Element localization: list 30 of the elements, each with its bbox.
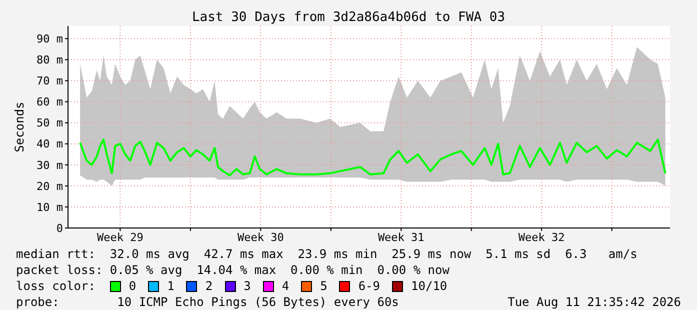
y-tick-label: 50 m xyxy=(36,116,64,130)
legend-label: 4 xyxy=(282,278,290,294)
line-series xyxy=(79,138,666,176)
legend-label: 2 xyxy=(205,278,213,294)
y-tick-label: 90 m xyxy=(36,32,64,46)
legend-label: 10/10 xyxy=(411,278,448,294)
x-tick-label: Week 30 xyxy=(237,230,284,244)
legend-label: 3 xyxy=(244,278,251,294)
y-tick-label: 10 m xyxy=(36,200,64,214)
legend-label: 1 xyxy=(167,278,174,294)
y-tick-label: 70 m xyxy=(36,74,64,88)
y-tick-label: 60 m xyxy=(36,96,64,109)
y-tick-label: 20 m xyxy=(36,180,64,193)
x-tick-label: Week 31 xyxy=(378,230,424,244)
y-tick-label: 40 m xyxy=(36,138,64,151)
text: packet loss: 0.05 % avg 14.04 % max 0.00 % min 0.00 % now xyxy=(16,262,450,278)
legend-title: loss color: xyxy=(16,278,96,294)
chart-title: Last 30 Days from 3d2a86a4b06d to FWA 03 xyxy=(190,10,506,25)
x-tick-label: Week 32 xyxy=(518,230,565,244)
y-tick-label: 80 m xyxy=(36,54,64,67)
text: probe: 10 ICMP Echo Pings (56 Bytes) every 60s xyxy=(16,294,399,310)
legend-label: 5 xyxy=(320,278,328,294)
text: median rtt: 32.0 ms avg 42.7 ms max 23.9 ms min 25.9 ms now 5.1 ms sd 6.3 am/s xyxy=(16,246,638,262)
legend-label: 6-9 xyxy=(358,278,380,294)
x-tick-label: Week 29 xyxy=(97,230,144,244)
text: Tue Aug 11 21:35:42 2026 xyxy=(508,294,681,310)
y-axis-title: Seconds xyxy=(12,102,26,152)
y-tick-label: 0 xyxy=(56,222,63,235)
legend-label: 0 xyxy=(128,278,136,294)
y-tick-label: 30 m xyxy=(36,158,64,172)
